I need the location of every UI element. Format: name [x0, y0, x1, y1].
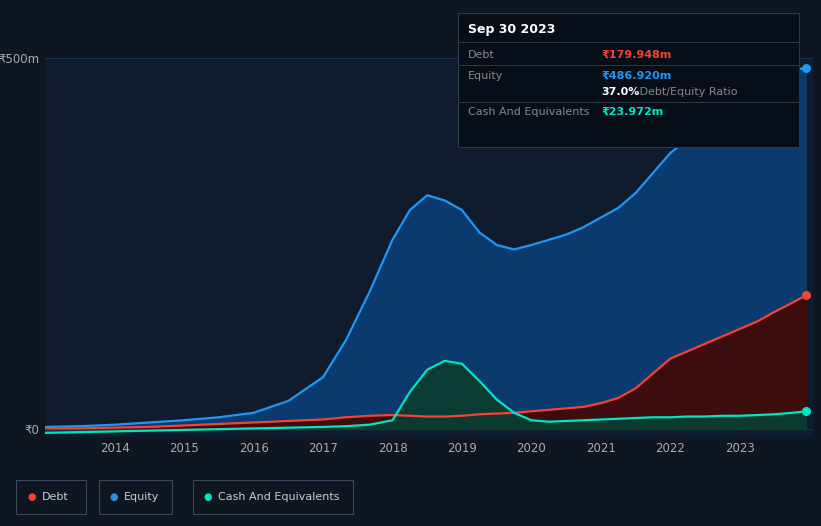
Text: Equity: Equity: [468, 71, 503, 81]
Point: [800, 407, 813, 416]
Point: [800, 291, 813, 300]
Text: Debt: Debt: [468, 50, 495, 60]
Text: Equity: Equity: [124, 492, 159, 502]
Text: Cash And Equivalents: Cash And Equivalents: [468, 107, 589, 117]
Text: Debt/Equity Ratio: Debt/Equity Ratio: [636, 87, 738, 97]
Point: [800, 63, 813, 72]
Text: 37.0%: 37.0%: [602, 87, 640, 97]
Text: ●: ●: [204, 492, 212, 502]
Text: Debt: Debt: [42, 492, 69, 502]
Text: ●: ●: [27, 492, 35, 502]
Text: Cash And Equivalents: Cash And Equivalents: [218, 492, 340, 502]
Text: ₹486.920m: ₹486.920m: [602, 71, 672, 81]
Text: ₹23.972m: ₹23.972m: [602, 107, 664, 117]
Text: ₹179.948m: ₹179.948m: [602, 50, 672, 60]
Text: Sep 30 2023: Sep 30 2023: [468, 23, 555, 36]
Text: ●: ●: [109, 492, 117, 502]
